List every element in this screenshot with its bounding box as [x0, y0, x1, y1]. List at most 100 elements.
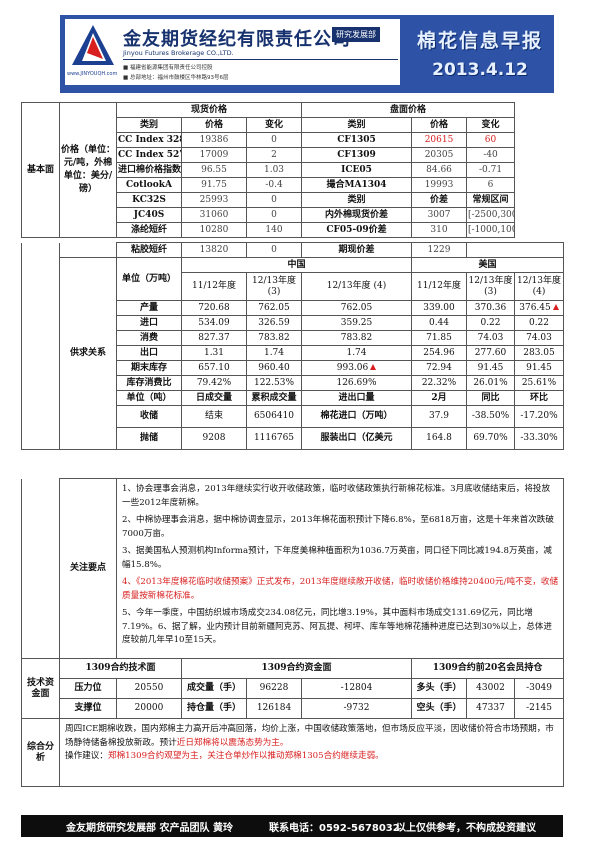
futures-name: ICE05: [301, 162, 413, 178]
report-header: www.JINYOUQH.com 金友期货经纪有限责任公司 研究发展部 Jiny…: [60, 15, 554, 93]
spread-value: 310: [411, 222, 468, 238]
supply-value: 74.03: [514, 330, 564, 346]
resistance-value: 20550: [116, 678, 182, 699]
supply-value: 1.74: [246, 345, 302, 361]
fundamentals-spacer: [21, 242, 60, 450]
spread-name: CF05-09价差: [301, 222, 413, 238]
footer-disclaimer: 以上仅供参考，不构成投资建议: [396, 823, 536, 834]
supply-value: 326.59: [246, 315, 302, 331]
summary-text: 周四ICE期棉收跌，国内郑棉主力高开后冲高回落，均价上涨，中国收储政策落地，但市…: [65, 724, 554, 748]
tech-label: 技术资金面: [21, 658, 60, 719]
col-cumulative-volume: 累积成交量: [246, 390, 302, 406]
spread-name: 期现价差: [301, 242, 412, 258]
trade-mom: -17.20%: [514, 405, 564, 428]
trade-item: 棉花进口（万吨）: [301, 405, 412, 428]
futures-price: 20305: [411, 147, 468, 163]
supply-value: 0.22: [466, 315, 515, 331]
spot-price: 31060: [181, 207, 247, 223]
supply-value: 0.44: [411, 315, 467, 331]
daily-volume: 9208: [181, 427, 247, 450]
price-row: 进口棉价格指数 96.55 1.03 ICE05 84.66 -0.71: [22, 162, 564, 178]
header-divider: [123, 59, 398, 60]
short-value: 47337: [466, 698, 515, 719]
dept-badge: 研究发展部: [332, 27, 380, 42]
report-title: 棉花信息早报: [416, 30, 543, 52]
futures-price: 20615: [411, 132, 468, 148]
summary-label: 综合分析: [21, 718, 60, 787]
up-arrow-icon: [552, 304, 559, 310]
long-label: 多头（手）: [411, 678, 467, 699]
volume-label: 成交量（手）: [181, 678, 247, 699]
spot-change: 2: [245, 147, 303, 163]
supply-value: 993.06: [336, 362, 369, 373]
supply-value: 1.74: [301, 345, 412, 361]
col-yoy: 同比: [466, 390, 515, 406]
supply-value: 359.25: [301, 315, 412, 331]
company-info-1: ■ 福建省能源集团有限责任公司控股: [123, 65, 213, 71]
col-year: 12/13年度 (4): [301, 272, 412, 301]
supply-value: 1.31: [181, 345, 247, 361]
col-change: 变化: [466, 117, 516, 133]
company-logo-icon: [72, 25, 114, 65]
news-item-highlight: 4、《2013年度棉花临时收储预案》正式发布，2013年度继续敞开收储，临时收储…: [122, 577, 559, 601]
spot-name: CotlookA: [116, 177, 182, 193]
spot-price: 13820: [181, 242, 247, 258]
long-change: -3049: [513, 678, 565, 699]
supply-value: 91.45: [514, 360, 564, 376]
spot-price: 19386: [181, 132, 247, 148]
futures-name: CF1309: [301, 147, 413, 163]
futures-change: -40: [466, 147, 516, 163]
spread-range: [466, 242, 564, 258]
supply-value: 254.96: [411, 345, 467, 361]
col-month: 2月: [411, 390, 467, 406]
supply-item: 产量: [116, 300, 182, 316]
open-interest-change: -9732: [301, 698, 412, 719]
col-price: 价格: [411, 117, 468, 133]
summary-outlook: 近日郑棉将以震荡态势为主。: [176, 737, 289, 748]
supply-value: 26.01%: [466, 375, 515, 391]
futures-price: 19993: [411, 177, 468, 193]
report-table: 基本面 价格（单位：元/吨，外棉单位：美分/磅） 现货价格 盘面价格 类别 价格…: [21, 102, 564, 238]
supply-value: 827.37: [181, 330, 247, 346]
supply-value: 126.69%: [301, 375, 412, 391]
news-item: 3、据美国私人预测机构Informa预计，下年度美棉种植面积为1036.7万英亩…: [122, 546, 552, 570]
col-daily-volume: 日成交量: [181, 390, 247, 406]
supply-value: 0.22: [514, 315, 564, 331]
supply-value: 720.68: [181, 300, 247, 316]
company-name: 金友期货经纪有限责任公司: [123, 29, 351, 50]
col-mom: 环比: [514, 390, 564, 406]
trade-value: 37.9: [411, 405, 467, 428]
spot-name: CC Index 328: [116, 132, 182, 148]
futures-price-header: 盘面价格: [301, 102, 516, 118]
short-change: -2145: [513, 698, 565, 719]
col-year: 11/12年度: [181, 272, 247, 301]
short-label: 空头（手）: [411, 698, 467, 719]
futures-change: 6: [466, 177, 516, 193]
up-arrow-icon: [370, 364, 377, 370]
supply-item: 出口: [116, 345, 182, 361]
footer-phone: 联系电话：0592-5678032: [269, 823, 400, 834]
col-year: 12/13年度 (4): [514, 272, 564, 301]
logo-url: www.JINYOUQH.com: [67, 71, 118, 77]
supply-value: 283.05: [514, 345, 564, 361]
supply-value: 762.05: [301, 300, 412, 316]
col-type: 类别: [116, 117, 182, 133]
spot-price: 10280: [181, 222, 247, 238]
col-type: 类别: [301, 117, 413, 133]
support-value: 20000: [116, 698, 182, 719]
price-row: 涤纶短纤 10280 140 CF05-09价差 310 [-1000,1000…: [22, 222, 564, 238]
spread-range: [-1000,1000]: [466, 222, 516, 238]
position-header: 1309合约前20名会员持仓: [410, 658, 565, 679]
supply-value: 762.05: [246, 300, 302, 316]
spread-value: 3007: [411, 207, 468, 223]
supply-row: 消费 827.37 783.82 783.82 71.85 74.03 74.0…: [22, 330, 564, 346]
open-interest-label: 持仓量（手）: [181, 698, 247, 719]
support-label: 支撑位: [59, 698, 117, 719]
spread-value: 1229: [411, 242, 467, 258]
trade-yoy: 69.70%: [466, 427, 515, 450]
report-footer: 金友期货研究发展部 农产品团队 黄玲 联系电话：0592-5678032 以上仅…: [21, 815, 563, 837]
supply-item: 期末库存: [116, 360, 182, 376]
price-label: 价格（单位：元/吨，外棉单位：美分/磅）: [59, 102, 117, 238]
resistance-label: 压力位: [59, 678, 117, 699]
supply-value: 534.09: [181, 315, 247, 331]
